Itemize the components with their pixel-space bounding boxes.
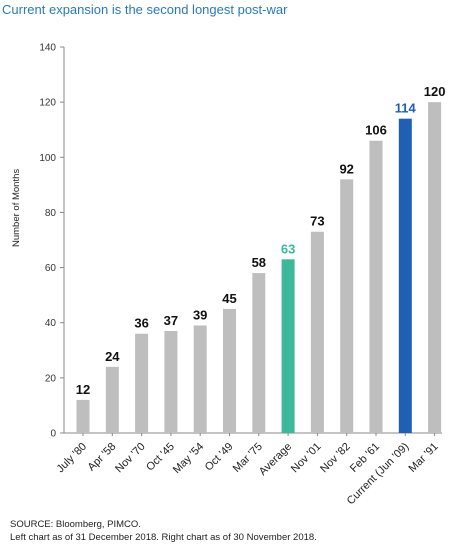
bar-value-label: 39 — [193, 307, 207, 322]
bar-value-label: 120 — [424, 84, 446, 99]
x-tick-label: Oct '49 — [203, 441, 236, 474]
x-tick-label: Average — [257, 441, 294, 478]
y-tick-label: 80 — [45, 208, 57, 219]
y-tick-label: 20 — [45, 373, 57, 384]
bar-value-label: 37 — [164, 313, 178, 328]
bar — [281, 259, 295, 433]
bar — [398, 118, 412, 433]
y-tick-label: 140 — [39, 43, 56, 54]
bar-value-label: 12 — [76, 382, 90, 397]
y-tick-label: 0 — [50, 429, 56, 440]
bar-value-label: 36 — [134, 316, 148, 331]
bar — [252, 273, 266, 433]
bar-value-label: 92 — [339, 161, 353, 176]
x-tick-label: Nov '70 — [113, 441, 148, 476]
bar — [340, 179, 354, 433]
bar — [223, 308, 236, 433]
bar-value-label: 106 — [365, 123, 387, 138]
bar-value-label: 45 — [222, 291, 236, 306]
x-tick-label: Mar '91 — [407, 441, 441, 475]
y-tick-label: 120 — [39, 98, 56, 109]
x-tick-label: May '54 — [171, 441, 206, 476]
bar — [164, 330, 178, 433]
bar — [135, 333, 149, 433]
date-note: Left chart as of 31 December 2018. Right… — [10, 532, 317, 543]
y-axis-label: Number of Months — [11, 168, 22, 247]
y-tick-label: 60 — [45, 263, 57, 274]
bar — [428, 102, 442, 434]
bar-value-label: 73 — [310, 214, 324, 229]
y-tick-label: 100 — [39, 153, 56, 164]
x-tick-label: Apr '58 — [86, 441, 119, 474]
bar — [193, 325, 207, 433]
bar — [369, 140, 383, 433]
x-tick-label: July '80 — [55, 441, 90, 476]
bar — [105, 366, 119, 433]
bar — [310, 231, 324, 433]
y-tick-label: 40 — [45, 318, 57, 329]
bar-value-label: 63 — [281, 241, 295, 256]
bar — [76, 399, 90, 433]
source-note: SOURCE: Bloomberg, PIMCO. — [10, 519, 141, 530]
x-tick-label: Nov '01 — [289, 441, 324, 476]
bar-value-label: 58 — [252, 255, 266, 270]
chart-title: Current expansion is the second longest … — [2, 2, 288, 17]
x-tick-label: Nov '82 — [318, 441, 353, 476]
bar-value-label: 24 — [105, 349, 120, 364]
bar-value-label: 114 — [395, 101, 417, 116]
